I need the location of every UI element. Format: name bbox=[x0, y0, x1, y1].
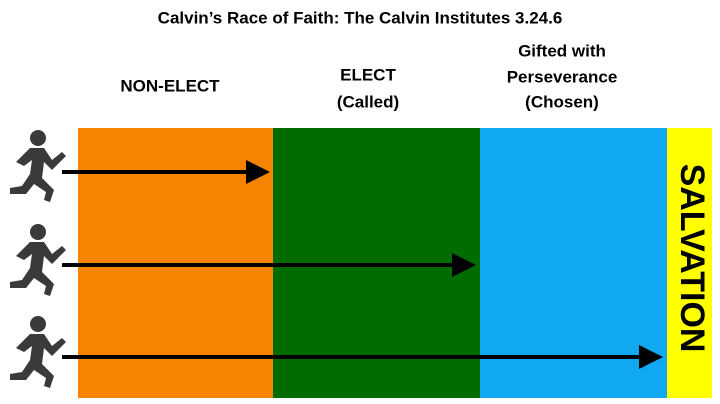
zone-perseverance bbox=[480, 128, 667, 398]
zone-label: ELECT bbox=[340, 65, 396, 84]
zone-salvation bbox=[667, 128, 712, 398]
zone-label: Gifted with bbox=[518, 41, 606, 60]
zone-label: Perseverance bbox=[507, 67, 618, 86]
zone-label: (Chosen) bbox=[525, 92, 599, 111]
title: Calvin’s Race of Faith: The Calvin Insti… bbox=[158, 8, 563, 27]
zone-label: NON-ELECT bbox=[120, 76, 220, 95]
goal-label: SALVATION bbox=[673, 164, 711, 353]
zone-label: (Called) bbox=[337, 92, 399, 111]
runner-icon bbox=[10, 224, 66, 296]
runner-icon bbox=[10, 316, 66, 388]
runner-icon bbox=[10, 130, 66, 202]
